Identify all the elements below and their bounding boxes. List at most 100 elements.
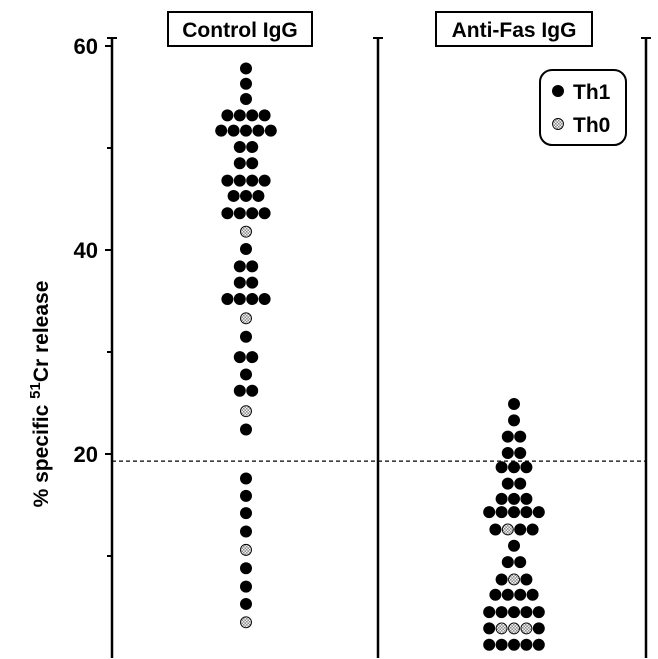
dot-th1 xyxy=(240,580,252,593)
dot-th1 xyxy=(495,573,508,586)
dot-th1 xyxy=(532,506,545,519)
y-tick-label-20: 20 xyxy=(74,442,98,467)
dot-th1 xyxy=(240,62,252,75)
dot-th1 xyxy=(526,523,539,536)
dot-th1 xyxy=(508,638,520,651)
dot-th1 xyxy=(252,189,265,202)
dot-th1 xyxy=(483,622,496,635)
dot-th1 xyxy=(227,189,240,202)
dot-th1 xyxy=(520,492,533,505)
dot-th1 xyxy=(240,77,252,90)
dot-th1 xyxy=(240,368,252,381)
dot-th1 xyxy=(240,525,252,538)
dot-th0 xyxy=(240,312,252,325)
legend-marker-th1 xyxy=(552,85,564,97)
dot-th1 xyxy=(258,207,271,220)
dot-th1 xyxy=(233,140,246,153)
panel-title-control: Control IgG xyxy=(167,11,313,47)
dot-th1 xyxy=(233,292,246,305)
dot-th1 xyxy=(264,124,277,137)
dot-th1 xyxy=(227,124,240,137)
dot-th1 xyxy=(240,489,252,502)
dot-th1 xyxy=(514,523,527,536)
axes: 20 40 60 xyxy=(74,34,651,658)
y-axis-label: % specific 51Cr release xyxy=(27,281,53,508)
dot-th1 xyxy=(233,384,246,397)
dot-th1 xyxy=(501,430,514,443)
legend-label-th1: Th1 xyxy=(573,81,611,104)
dot-th1 xyxy=(240,242,252,255)
dot-th1 xyxy=(240,472,252,485)
dot-th1 xyxy=(508,492,520,505)
dot-th1 xyxy=(246,292,259,305)
dot-th1 xyxy=(233,207,246,220)
dot-th0 xyxy=(508,622,520,635)
dot-th1 xyxy=(483,606,496,619)
dot-th1 xyxy=(508,506,520,519)
dot-th1 xyxy=(514,588,527,601)
dot-th1 xyxy=(520,461,533,474)
dot-th1 xyxy=(246,260,259,273)
dot-th1 xyxy=(532,606,545,619)
dot-th1 xyxy=(246,157,259,170)
dot-th1 xyxy=(520,606,533,619)
dot-th1 xyxy=(520,573,533,586)
dot-th1 xyxy=(240,189,252,202)
panel-title-anti-fas: Anti-Fas IgG xyxy=(435,11,593,47)
dot-th0 xyxy=(495,622,508,635)
dot-th0 xyxy=(501,523,514,536)
dot-th0 xyxy=(520,622,533,635)
dot-th1 xyxy=(495,506,508,519)
dot-th1 xyxy=(240,93,252,106)
dot-th1 xyxy=(520,638,533,651)
dot-th1 xyxy=(514,477,527,490)
dot-th1 xyxy=(508,461,520,474)
dot-th1 xyxy=(532,638,545,651)
legend-marker-th0 xyxy=(552,118,564,130)
dot-th1 xyxy=(258,109,271,122)
dot-th1 xyxy=(495,461,508,474)
dot-th1 xyxy=(233,109,246,122)
dot-th1 xyxy=(514,446,527,459)
dot-th1 xyxy=(233,157,246,170)
dot-th1 xyxy=(240,507,252,520)
dot-th1 xyxy=(508,606,520,619)
dot-th1 xyxy=(240,124,252,137)
dot-th1 xyxy=(215,124,228,137)
dot-th1 xyxy=(240,562,252,575)
dot-th1 xyxy=(483,638,496,651)
dot-th1 xyxy=(221,207,234,220)
dot-th1 xyxy=(508,414,520,427)
dot-th1 xyxy=(240,330,252,343)
dot-th1 xyxy=(252,124,265,137)
dot-th1 xyxy=(514,556,527,569)
dot-th1 xyxy=(233,276,246,289)
dot-th1 xyxy=(240,597,252,610)
dot-th1 xyxy=(489,523,502,536)
dot-th1 xyxy=(520,506,533,519)
y-axis-label-group: % specific 51Cr release xyxy=(27,281,53,508)
data-points xyxy=(215,62,545,651)
dot-th1 xyxy=(508,398,520,411)
dot-th1 xyxy=(233,351,246,364)
dot-th1 xyxy=(246,207,259,220)
dot-th0 xyxy=(240,616,252,629)
dot-th1 xyxy=(246,276,259,289)
dot-th1 xyxy=(501,556,514,569)
legend-label-th0: Th0 xyxy=(573,114,610,137)
dot-th1 xyxy=(514,430,527,443)
dot-th1 xyxy=(258,174,271,187)
dot-th1 xyxy=(233,174,246,187)
dot-th0 xyxy=(240,405,252,418)
dot-th1 xyxy=(246,109,259,122)
dot-th1 xyxy=(221,292,234,305)
dot-th1 xyxy=(246,351,259,364)
dot-th1 xyxy=(495,638,508,651)
dot-th0 xyxy=(240,543,252,556)
dot-th1 xyxy=(495,606,508,619)
dot-th1 xyxy=(221,109,234,122)
dot-th1 xyxy=(221,174,234,187)
dot-th1 xyxy=(501,446,514,459)
y-tick-label-40: 40 xyxy=(74,238,98,263)
